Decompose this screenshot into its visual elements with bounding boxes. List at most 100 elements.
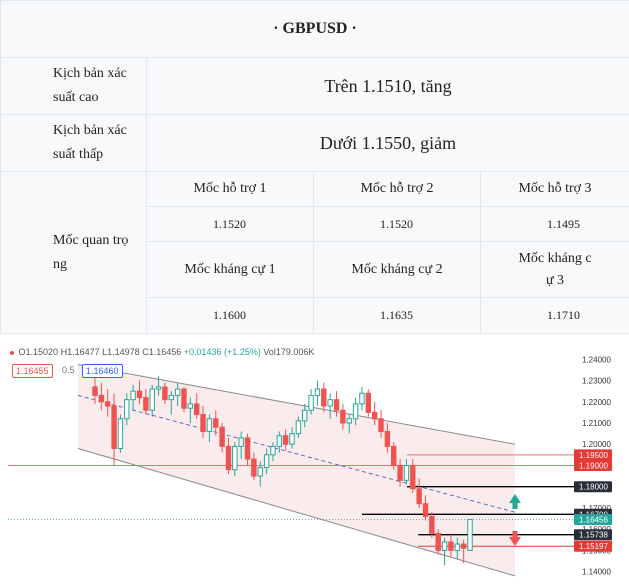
y-tick-label: 1.14000 xyxy=(582,568,611,577)
candle-body xyxy=(213,418,219,428)
price-tag-label: 1.19000 xyxy=(579,461,608,470)
price-tag xyxy=(574,459,612,471)
candle-body xyxy=(219,426,225,447)
channel-upper-line xyxy=(77,364,516,445)
candle-body xyxy=(384,430,391,447)
price-tag-label: 1.15197 xyxy=(579,542,608,551)
price-tag xyxy=(574,529,612,541)
channel-fill xyxy=(78,364,515,576)
y-tick-label: 1.20000 xyxy=(582,440,611,449)
resistance-3-value: 1.1710 xyxy=(479,297,629,334)
candle-body xyxy=(321,388,327,407)
candle-body xyxy=(263,454,270,469)
candle-body xyxy=(346,418,352,424)
support-3-value: 1.1495 xyxy=(479,206,629,242)
candle-body xyxy=(98,394,105,403)
price-tag-label: 1.19500 xyxy=(579,451,608,460)
channel-lower-line xyxy=(77,448,516,577)
candle-body xyxy=(429,515,435,534)
trade-plan-table: · GBPUSD · Kịch bản xác suất cao Trên 1.1… xyxy=(0,0,629,334)
candle-body xyxy=(174,388,181,396)
volume-value: Vol179.006K xyxy=(263,347,315,357)
sell-price-button[interactable]: 1.16455 xyxy=(12,364,53,378)
buy-price-button[interactable]: 1.16460 xyxy=(82,364,123,378)
candle-body xyxy=(289,433,295,445)
candle-body xyxy=(314,388,321,396)
high-value: H1.16477 xyxy=(60,347,100,357)
support-2-header: Mốc hỗ trợ 2 xyxy=(313,171,481,207)
candle-body xyxy=(276,435,283,447)
candle-body xyxy=(282,435,289,445)
candle-body xyxy=(136,390,143,399)
trend-midline xyxy=(77,394,516,513)
key-levels-label: Mốc quan trọ ng xyxy=(0,171,147,334)
candle-body xyxy=(187,403,194,409)
candle-body xyxy=(270,445,276,456)
candle-body xyxy=(251,458,257,477)
candle-body xyxy=(352,403,359,420)
price-tag xyxy=(574,540,612,552)
candle-body xyxy=(155,386,162,390)
close-value: C1.16456 xyxy=(142,347,182,357)
candle-body xyxy=(416,488,422,505)
scenario-low-value: Dưới 1.1550, giảm xyxy=(145,114,629,172)
candle-body xyxy=(257,467,263,477)
candle-body xyxy=(371,411,378,420)
candle-body xyxy=(448,541,454,551)
candle-body xyxy=(454,543,460,551)
candle-body xyxy=(460,543,467,549)
arrow-up-stem-icon xyxy=(512,503,518,509)
candle-body xyxy=(244,437,251,460)
candle-body xyxy=(441,541,448,551)
support-3-header: Mốc hỗ trợ 3 xyxy=(479,171,629,207)
support-1-value: 1.1520 xyxy=(146,206,314,242)
candle-body xyxy=(435,532,441,551)
candle-body xyxy=(225,445,232,471)
y-tick-label: 1.17000 xyxy=(582,504,611,513)
candle-body xyxy=(130,390,136,401)
candle-body xyxy=(359,392,365,405)
resistance-1-value: 1.1600 xyxy=(146,297,314,334)
candle-body xyxy=(206,418,213,432)
scenario-low-label: Kịch bản xác suất thấp xyxy=(0,114,147,172)
candle-body xyxy=(149,388,155,411)
open-value: O1.15020 xyxy=(18,347,59,357)
candle-body xyxy=(111,405,117,449)
candle-body xyxy=(340,409,346,424)
candle-body xyxy=(308,394,314,411)
candle-body xyxy=(181,388,187,409)
candle-body xyxy=(162,386,168,401)
price-tag xyxy=(574,481,612,493)
chart-canvas[interactable]: 1.24000 1.23000 1.22000 1.21000 1.20000 1.190… xyxy=(0,334,629,587)
candle-body xyxy=(302,409,308,422)
price-tag xyxy=(574,449,612,461)
spread-value: 0.5 xyxy=(62,365,75,375)
analysis-table: · GBPUSD · Kịch bản xác suất cao Trên 1.1… xyxy=(0,0,629,334)
candle-body xyxy=(143,397,149,411)
candle-body xyxy=(124,399,130,420)
scenario-high-value: Trên 1.1510, tăng xyxy=(145,57,629,115)
candle-body xyxy=(365,392,372,413)
resistance-1-header: Mốc kháng cự 1 xyxy=(146,241,314,298)
candle-body xyxy=(391,445,397,466)
support-1-header: Mốc hỗ trợ 1 xyxy=(146,171,314,207)
candle-body xyxy=(410,464,416,490)
arrow-down-icon xyxy=(509,537,521,546)
resistance-2-value: 1.1635 xyxy=(313,297,481,334)
ohlc-readout: O1.15020 H1.16477 L1.14978 C1.16456 +0.0… xyxy=(10,347,314,357)
y-tick-label: 1.22000 xyxy=(582,398,611,407)
change-value: +0.01436 (+1.25%) xyxy=(183,347,261,357)
candle-body xyxy=(168,394,174,401)
price-tag-label: 1.15738 xyxy=(579,531,608,540)
candle-body xyxy=(238,437,244,447)
candle-body xyxy=(333,399,340,411)
support-2-value: 1.1520 xyxy=(313,206,481,242)
candle-body xyxy=(378,418,384,432)
price-chart[interactable]: 1.24000 1.23000 1.22000 1.21000 1.20000 1.190… xyxy=(0,333,629,587)
candle-body xyxy=(422,503,429,517)
symbol-dot-icon xyxy=(10,350,14,355)
candle-body xyxy=(403,464,410,481)
low-value: L1.14978 xyxy=(102,347,140,357)
candle-body xyxy=(92,386,98,396)
